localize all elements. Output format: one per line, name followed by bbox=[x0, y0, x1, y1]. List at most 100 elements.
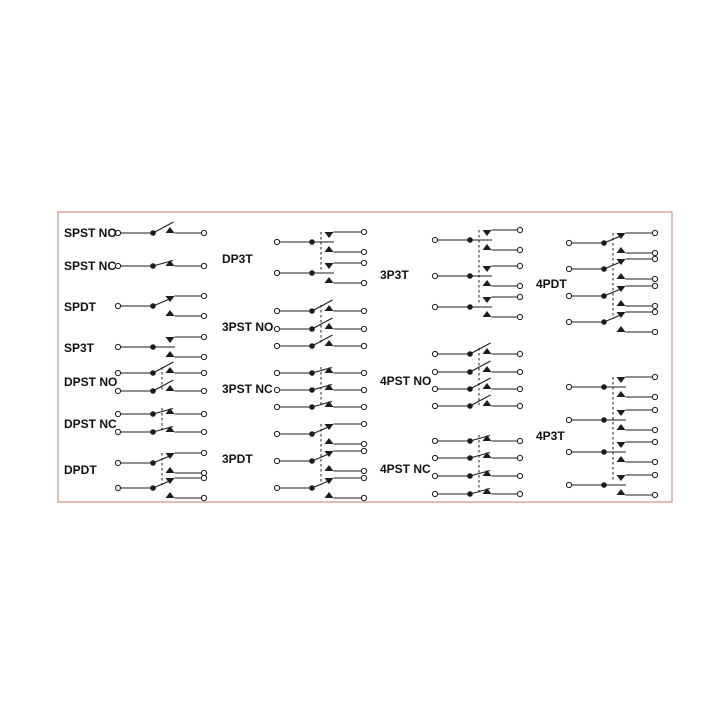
switch-4pst-nc: 4PST NC bbox=[380, 434, 524, 498]
contact-triangle bbox=[482, 348, 492, 354]
lever-open bbox=[469, 342, 491, 355]
contact-triangle bbox=[482, 230, 492, 236]
terminal-circle bbox=[360, 403, 368, 411]
terminal-circle bbox=[200, 428, 208, 436]
terminal-circle bbox=[651, 471, 659, 479]
terminal-circle bbox=[651, 373, 659, 381]
terminal-circle bbox=[273, 403, 281, 411]
label-4pst-no: 4PST NO bbox=[380, 374, 431, 388]
contact-triangle bbox=[165, 467, 175, 473]
terminal-circle bbox=[516, 293, 524, 301]
contact-triangle bbox=[324, 465, 334, 471]
lever-closed bbox=[152, 407, 174, 415]
switch-dpst-nc: DPST NC bbox=[64, 407, 208, 436]
terminal-circle bbox=[360, 494, 368, 502]
contact-triangle bbox=[616, 391, 626, 397]
terminal-circle bbox=[360, 228, 368, 236]
contact-triangle bbox=[324, 384, 334, 390]
contact-triangle bbox=[482, 266, 492, 272]
terminal-circle bbox=[431, 454, 439, 462]
terminal-circle bbox=[360, 467, 368, 475]
lever-closed bbox=[311, 383, 333, 391]
label-sp3t: SP3T bbox=[64, 341, 95, 355]
terminal-circle bbox=[565, 318, 573, 326]
terminal-circle bbox=[200, 353, 208, 361]
lever-open bbox=[311, 334, 333, 347]
terminal-circle bbox=[565, 383, 573, 391]
contact-triangle bbox=[324, 323, 334, 329]
switch-dpdt: DPDT bbox=[64, 449, 208, 502]
terminal-circle bbox=[200, 469, 208, 477]
terminal-circle bbox=[431, 236, 439, 244]
contact-triangle bbox=[324, 438, 334, 444]
contact-triangle bbox=[482, 488, 492, 494]
terminal-circle bbox=[651, 406, 659, 414]
contact-triangle bbox=[165, 260, 175, 266]
contact-triangle bbox=[616, 489, 626, 495]
terminal-circle bbox=[565, 292, 573, 300]
terminal-circle bbox=[651, 308, 659, 316]
terminal-circle bbox=[360, 440, 368, 448]
terminal-circle bbox=[273, 369, 281, 377]
label-3p3t: 3P3T bbox=[380, 268, 409, 282]
terminal-circle bbox=[431, 385, 439, 393]
terminal-circle bbox=[114, 302, 122, 310]
contact-triangle bbox=[616, 273, 626, 279]
label-spdt: SPDT bbox=[64, 300, 97, 314]
terminal-circle bbox=[114, 387, 122, 395]
contact-triangle bbox=[482, 280, 492, 286]
terminal-circle bbox=[516, 246, 524, 254]
terminal-circle bbox=[651, 282, 659, 290]
switch-spst-no: SPST NO bbox=[64, 221, 208, 240]
contact-triangle bbox=[616, 442, 626, 448]
contact-triangle bbox=[324, 367, 334, 373]
terminal-circle bbox=[516, 454, 524, 462]
switch-3p3t: 3P3T bbox=[380, 226, 524, 321]
terminal-circle bbox=[516, 472, 524, 480]
diagram-border bbox=[57, 211, 673, 503]
terminal-circle bbox=[516, 350, 524, 358]
label-4pdt: 4PDT bbox=[536, 277, 567, 291]
terminal-circle bbox=[273, 238, 281, 246]
terminal-circle bbox=[431, 350, 439, 358]
lever-closed bbox=[152, 259, 174, 267]
contact-triangle bbox=[324, 492, 334, 498]
terminal-circle bbox=[431, 490, 439, 498]
label-dpst-nc: DPST NC bbox=[64, 417, 117, 431]
terminal-circle bbox=[651, 302, 659, 310]
contact-triangle bbox=[616, 410, 626, 416]
contact-triangle bbox=[165, 337, 175, 343]
terminal-circle bbox=[516, 262, 524, 270]
terminal-circle bbox=[431, 303, 439, 311]
lever-open bbox=[469, 394, 491, 407]
terminal-circle bbox=[431, 402, 439, 410]
contact-triangle bbox=[616, 247, 626, 253]
contact-triangle bbox=[482, 244, 492, 250]
contact-triangle bbox=[616, 326, 626, 332]
contact-triangle bbox=[324, 263, 334, 269]
terminal-circle bbox=[200, 262, 208, 270]
terminal-circle bbox=[516, 402, 524, 410]
terminal-circle bbox=[516, 282, 524, 290]
terminal-circle bbox=[651, 491, 659, 499]
lever-open bbox=[311, 317, 333, 330]
terminal-circle bbox=[360, 420, 368, 428]
contact-triangle bbox=[482, 435, 492, 441]
contact-triangle bbox=[482, 311, 492, 317]
terminal-circle bbox=[273, 430, 281, 438]
switch-sp3t: SP3T bbox=[64, 333, 208, 361]
terminal-circle bbox=[651, 393, 659, 401]
switch-3pst-no: 3PST NO bbox=[222, 299, 368, 350]
terminal-circle bbox=[651, 426, 659, 434]
lever-open bbox=[469, 360, 491, 373]
terminal-circle bbox=[114, 343, 122, 351]
switch-3pdt: 3PDT bbox=[222, 420, 368, 502]
terminal-circle bbox=[360, 279, 368, 287]
label-spst-nc: SPST NC bbox=[64, 259, 116, 273]
contact-triangle bbox=[165, 426, 175, 432]
label-3pst-nc: 3PST NC bbox=[222, 382, 273, 396]
contact-triangle bbox=[324, 246, 334, 252]
terminal-circle bbox=[200, 333, 208, 341]
terminal-circle bbox=[360, 259, 368, 267]
